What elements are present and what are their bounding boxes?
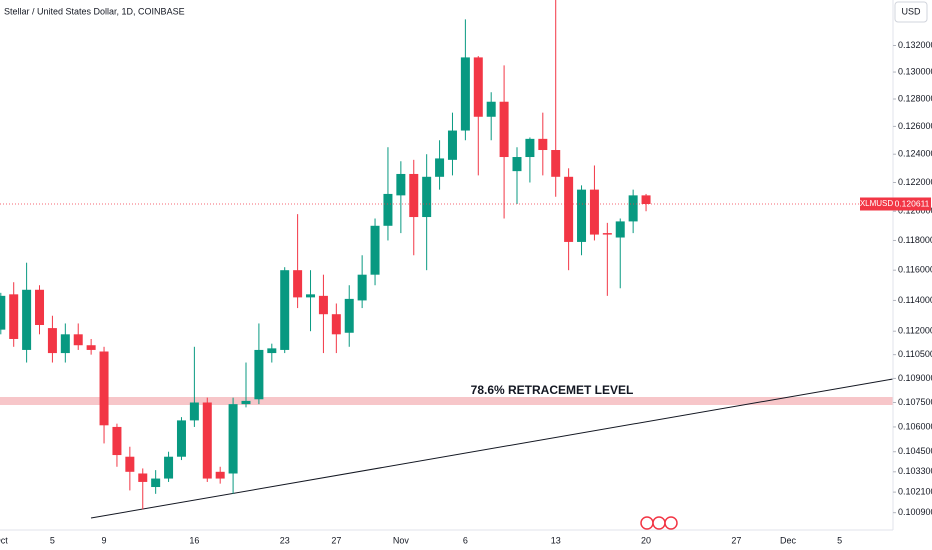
y-tick-label: 0.106000 [898,421,932,431]
candle-body [383,193,393,226]
candle-body [486,101,496,117]
y-tick-label: 0.114000 [898,295,932,305]
candle-body [73,334,83,346]
candle-body [525,138,535,158]
candle-body [138,473,148,482]
chart-title: Stellar / United States Dollar, 1D, COIN… [4,6,185,16]
y-tick-label: 0.116000 [898,265,932,275]
x-tick-label: Oct [0,535,8,545]
currency[interactable]: USD [901,6,921,16]
candle-body [9,294,19,339]
y-tick-label: 0.118000 [898,235,932,245]
candle-body [409,173,419,218]
x-tick-label: 13 [551,535,561,545]
candle-body [331,314,341,335]
candle-body [447,130,457,160]
candle-body [125,456,135,472]
candle-body [151,478,161,488]
y-tick-label: 0.130000 [898,66,932,76]
y-tick-label: 0.126000 [898,121,932,131]
x-tick-label: 9 [102,535,107,545]
x-tick-label: 27 [731,535,741,545]
candle-body [241,400,251,405]
candle-body [551,150,561,177]
candle-body [47,328,57,354]
x-tick-label: Dec [780,535,797,545]
y-tick-label: 0.102100 [898,486,932,496]
last-price-label: 0.120611 [895,198,930,208]
y-tick-label: 0.104500 [898,446,932,456]
symbol-box [860,197,893,211]
candle-body [473,57,483,117]
candle-body [228,404,238,474]
candle-body [589,189,599,235]
candle-body [112,426,122,456]
x-tick-label: Nov [393,535,410,545]
candle-body [344,298,354,333]
candle-body [422,176,432,218]
candle-body [460,57,470,131]
candle-body [267,348,277,354]
candle-body [641,195,651,205]
trend-line [90,378,894,519]
candle-body [35,289,45,326]
x-tick-label: 5 [837,535,842,545]
candle-body [189,402,199,421]
candle-body [176,420,186,457]
candle-body [370,225,380,275]
x-tick-label: 6 [463,535,468,545]
y-tick-label: 0.100900 [898,507,932,517]
candle-body [254,349,264,400]
candle-body [293,270,303,298]
y-tick-label: 0.122000 [898,177,932,187]
candle-body [99,351,109,426]
y-tick-label: 0.132000 [898,40,932,50]
candle-body [602,233,612,235]
candle-body [538,138,548,151]
y-tick-label: 0.112000 [898,326,932,336]
candle-body [499,101,509,158]
retracement-band [0,397,893,405]
y-tick-label: 0.110500 [898,349,932,359]
candle-body [215,471,225,479]
y-tick-label: 0.124000 [898,149,932,159]
candle-body [512,157,522,172]
symbol-label: XLMUSD [860,199,894,208]
y-tick-label: 0.120000 [898,206,932,216]
candle-body [615,221,625,238]
candle-body [628,195,638,222]
candle-body [564,176,574,242]
y-tick-label: 0.128000 [898,93,932,103]
candle-body [22,289,32,350]
candle-body [60,334,70,354]
x-tick-label: 5 [50,535,55,545]
candle-body [318,295,328,315]
x-tick-label: 27 [331,535,341,545]
candle-body [164,456,174,479]
candle-body [202,402,212,479]
candle-body [280,270,290,350]
y-tick-label: 0.103300 [898,466,932,476]
candle-body [435,158,445,177]
candle-body [306,294,316,298]
annotation: 78.6% RETRACEMET LEVEL [471,383,634,397]
icons [640,516,678,530]
y-tick-label: 0.107500 [898,397,932,407]
candle-body [86,345,96,350]
currency-button[interactable] [894,1,928,23]
candle-body [357,274,367,301]
x-tick-label: 20 [641,535,651,545]
last-price-box [893,197,931,211]
candle-body [396,173,406,196]
candle-body [577,189,587,242]
candle-body [0,295,6,330]
x-tick-label: 16 [189,535,199,545]
y-tick-label: 0.109000 [898,373,932,383]
x-tick-label: 23 [280,535,290,545]
